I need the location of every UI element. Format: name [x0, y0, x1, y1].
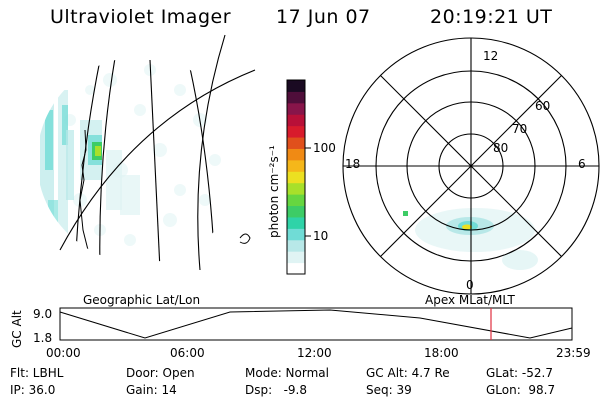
alt-tick-9: 9.0	[33, 307, 52, 321]
mlat-label-60: 60	[535, 99, 550, 113]
mlt-label-0: 0	[466, 278, 474, 292]
gc-alt-field: GC Alt: 4.7 Re	[366, 366, 450, 380]
colorbar-segment	[287, 171, 305, 184]
filter-field: Flt: LBHL	[10, 366, 64, 380]
colorbar-unit: photon cm⁻²s⁻¹	[267, 145, 281, 238]
door-field: Door: Open	[126, 366, 195, 380]
altitude-timeline: 9.0 1.8 GC Alt 00:00 06:00 12:00 18:00 2…	[10, 307, 591, 360]
colorbar-gradient	[287, 80, 305, 275]
colorbar: 100 10 photon cm⁻²s⁻¹	[267, 79, 336, 275]
geographic-image-panel	[37, 34, 256, 271]
observation-time: 20:19:21 UT	[430, 6, 553, 28]
polar-plot-panel: 12 18 6 0 60 70 80	[342, 37, 600, 295]
mlt-label-18: 18	[345, 157, 360, 171]
colorbar-segment	[287, 114, 305, 127]
seq-field: Seq: 39	[366, 383, 412, 397]
colorbar-segment	[287, 239, 305, 252]
time-label-1: 06:00	[170, 346, 205, 360]
time-label-0: 00:00	[46, 346, 81, 360]
mode-field: Mode: Normal	[245, 366, 329, 380]
colorbar-label-10: 10	[313, 229, 328, 243]
colorbar-segment	[287, 182, 305, 195]
colorbar-segment	[287, 102, 305, 115]
instrument-title: Ultraviolet Imager	[50, 6, 232, 28]
colorbar-segment	[287, 80, 305, 92]
alt-axis-label: GC Alt	[10, 310, 24, 348]
colorbar-segment	[287, 262, 305, 275]
gain-field: Gain: 14	[126, 383, 177, 397]
colorbar-segment	[287, 148, 305, 161]
time-label-2: 12:00	[297, 346, 332, 360]
mlat-label-80: 80	[493, 141, 508, 155]
colorbar-segment	[287, 137, 305, 149]
colorbar-segment	[287, 125, 305, 138]
mlt-label-6: 6	[578, 157, 586, 171]
observation-date: 17 Jun 07	[276, 6, 371, 28]
colorbar-segment	[287, 216, 305, 229]
ip-field: IP: 36.0	[10, 383, 56, 397]
colorbar-segment	[287, 194, 305, 207]
geographic-caption: Geographic Lat/Lon	[83, 293, 200, 307]
colorbar-segment	[287, 205, 305, 218]
mlat-label-70: 70	[512, 122, 527, 136]
colorbar-label-100: 100	[313, 141, 336, 155]
apex-caption: Apex MLat/MLT	[425, 293, 515, 307]
mlt-label-12: 12	[483, 49, 498, 63]
colorbar-segment	[287, 251, 305, 264]
time-label-3: 18:00	[424, 346, 459, 360]
colorbar-segment	[287, 159, 305, 172]
colorbar-segment	[287, 91, 305, 104]
glat-field: GLat: -52.7	[486, 366, 553, 380]
time-label-4: 23:59	[556, 346, 591, 360]
uv-emission-image	[37, 57, 243, 263]
alt-tick-1: 1.8	[33, 331, 52, 345]
dsp-field: Dsp: -9.8	[245, 383, 308, 397]
glon-field: GLon: 98.7	[486, 383, 556, 397]
colorbar-segment	[287, 228, 305, 241]
